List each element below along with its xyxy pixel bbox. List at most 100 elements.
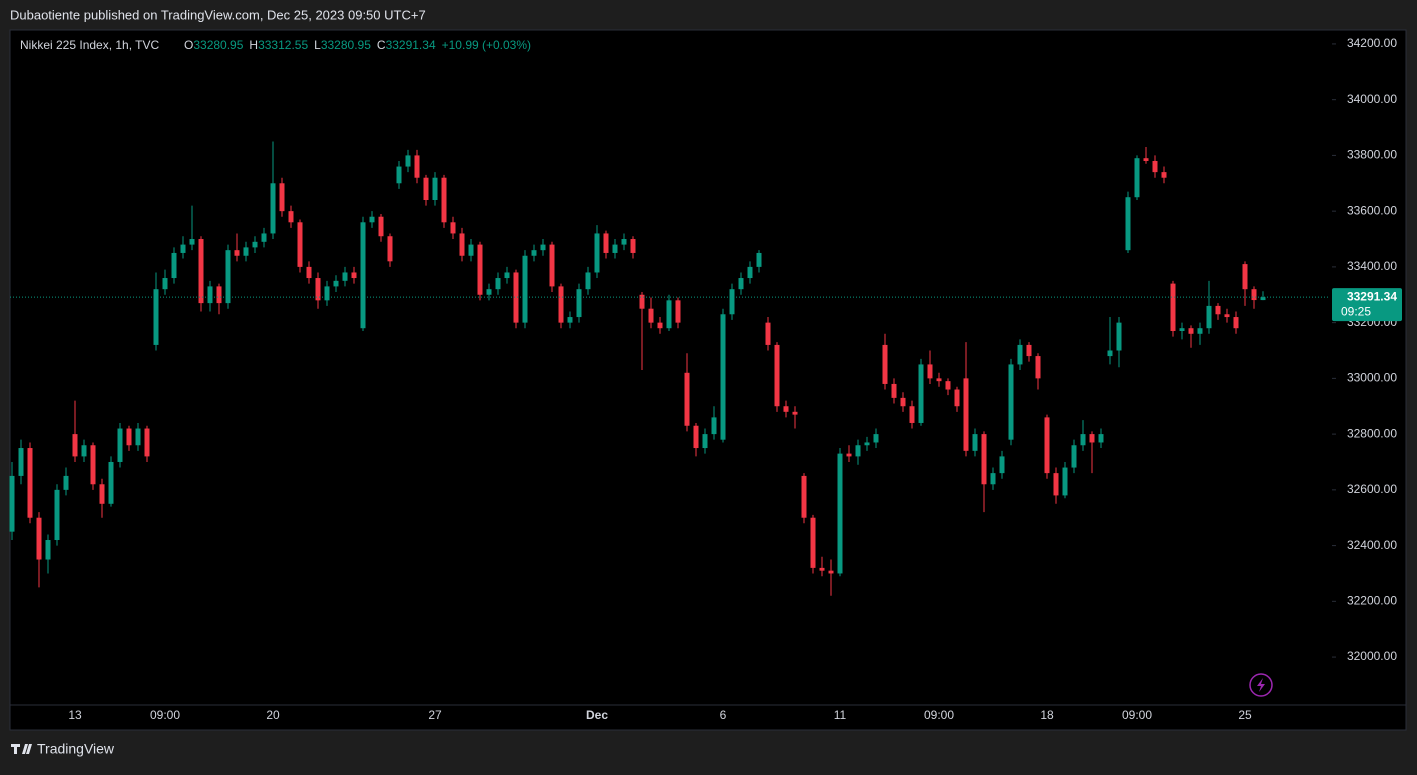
x-tick-label: 09:00 <box>1122 708 1152 722</box>
candle-body <box>963 378 969 451</box>
candle-body <box>477 244 483 295</box>
x-tick-label: 20 <box>266 708 280 722</box>
x-tick-label: 6 <box>720 708 727 722</box>
candle-body <box>432 177 438 201</box>
legend-ohlc-value: 33280.95 <box>321 38 371 52</box>
x-tick-label: 09:00 <box>150 708 180 722</box>
candle-body <box>225 250 231 304</box>
candle-body <box>315 278 321 301</box>
x-tick-label: 13 <box>68 708 82 722</box>
y-tick-label: 33400.00 <box>1347 259 1397 273</box>
candle-body <box>414 155 420 178</box>
candle-body <box>783 406 789 412</box>
candle-body <box>873 434 879 443</box>
published-line: Dubaotiente published on TradingView.com… <box>10 7 426 22</box>
candle-body <box>342 272 348 281</box>
candle-body <box>1143 158 1149 161</box>
candle-body <box>1071 445 1077 468</box>
candle-body <box>702 434 708 449</box>
candle-body <box>1233 317 1239 329</box>
candle-body <box>171 252 177 279</box>
candle-body <box>198 239 204 304</box>
candle-body <box>459 233 465 256</box>
y-tick-label: 33600.00 <box>1347 203 1397 217</box>
candle-body <box>441 177 447 223</box>
candle-body <box>657 322 663 329</box>
countdown: 09:25 <box>1341 304 1371 318</box>
candle-body <box>90 445 96 485</box>
legend-ohlc-value: 33280.95 <box>193 38 243 52</box>
candle-body <box>1089 434 1095 443</box>
candle-body <box>927 364 933 379</box>
candle-body <box>369 216 375 223</box>
candle-body <box>837 453 843 574</box>
candle-body <box>1026 344 1032 357</box>
candle-body <box>360 222 366 329</box>
candle-body <box>423 177 429 201</box>
candle-body <box>144 428 150 457</box>
candle-body <box>567 317 573 323</box>
candle-body <box>882 344 888 384</box>
candle-body <box>207 286 213 304</box>
candle-body <box>765 322 771 345</box>
candle-body <box>126 428 132 446</box>
legend-ohlc-value: 33291.34 <box>386 38 436 52</box>
candle-body <box>324 286 330 301</box>
candle-body <box>747 266 753 279</box>
candle-body <box>162 278 168 290</box>
candle-body <box>486 289 492 295</box>
candle-body <box>594 233 600 273</box>
candle-body <box>45 540 51 560</box>
candle-body <box>945 381 951 390</box>
last-price-box <box>1332 288 1402 322</box>
candle-body <box>1170 283 1176 331</box>
legend-ohlc-key: H <box>249 38 258 52</box>
legend-ohlc-value: 33312.55 <box>258 38 308 52</box>
candle-body <box>36 517 42 560</box>
candle-body <box>810 517 816 568</box>
candle-body <box>828 570 834 574</box>
lightning-icon[interactable] <box>1249 673 1273 697</box>
candle-body <box>288 211 294 223</box>
y-tick-label: 33800.00 <box>1347 148 1397 162</box>
candle-body <box>585 272 591 290</box>
candle-body <box>117 428 123 462</box>
candle-body <box>99 484 105 504</box>
candle-body <box>297 222 303 267</box>
y-tick-label: 32400.00 <box>1347 538 1397 552</box>
candle-body <box>513 272 519 323</box>
candle-body <box>621 239 627 245</box>
candle-body <box>855 445 861 457</box>
candle-body <box>999 456 1005 474</box>
candle-body <box>270 183 276 234</box>
candle-body <box>378 216 384 237</box>
candle-body <box>468 244 474 256</box>
candle-body <box>576 289 582 318</box>
y-tick-label: 32000.00 <box>1347 649 1397 663</box>
candle-body <box>189 239 195 245</box>
candle-body <box>909 406 915 423</box>
candle-body <box>693 425 699 449</box>
candle-body <box>351 272 357 279</box>
candle-body <box>1260 297 1266 301</box>
candle-body <box>1161 172 1167 178</box>
candle-body <box>1224 314 1230 318</box>
candle-body <box>1179 328 1185 331</box>
candle-body <box>1017 344 1023 365</box>
candle-body <box>549 244 555 287</box>
candle-body <box>306 266 312 279</box>
x-tick-label: 27 <box>428 708 442 722</box>
candle-body <box>630 239 636 253</box>
x-tick-label: 25 <box>1238 708 1252 722</box>
candle-body <box>387 236 393 262</box>
candle-body <box>1107 350 1113 357</box>
candle-body <box>675 300 681 323</box>
last-price-label: 33291.34 <box>1347 289 1397 303</box>
x-tick-label: 11 <box>834 708 847 722</box>
candle-body <box>72 434 78 457</box>
brand-logo <box>11 744 32 754</box>
candle-body <box>1116 322 1122 351</box>
legend-ohlc-key: C <box>377 38 386 52</box>
candle-body <box>1098 434 1104 443</box>
